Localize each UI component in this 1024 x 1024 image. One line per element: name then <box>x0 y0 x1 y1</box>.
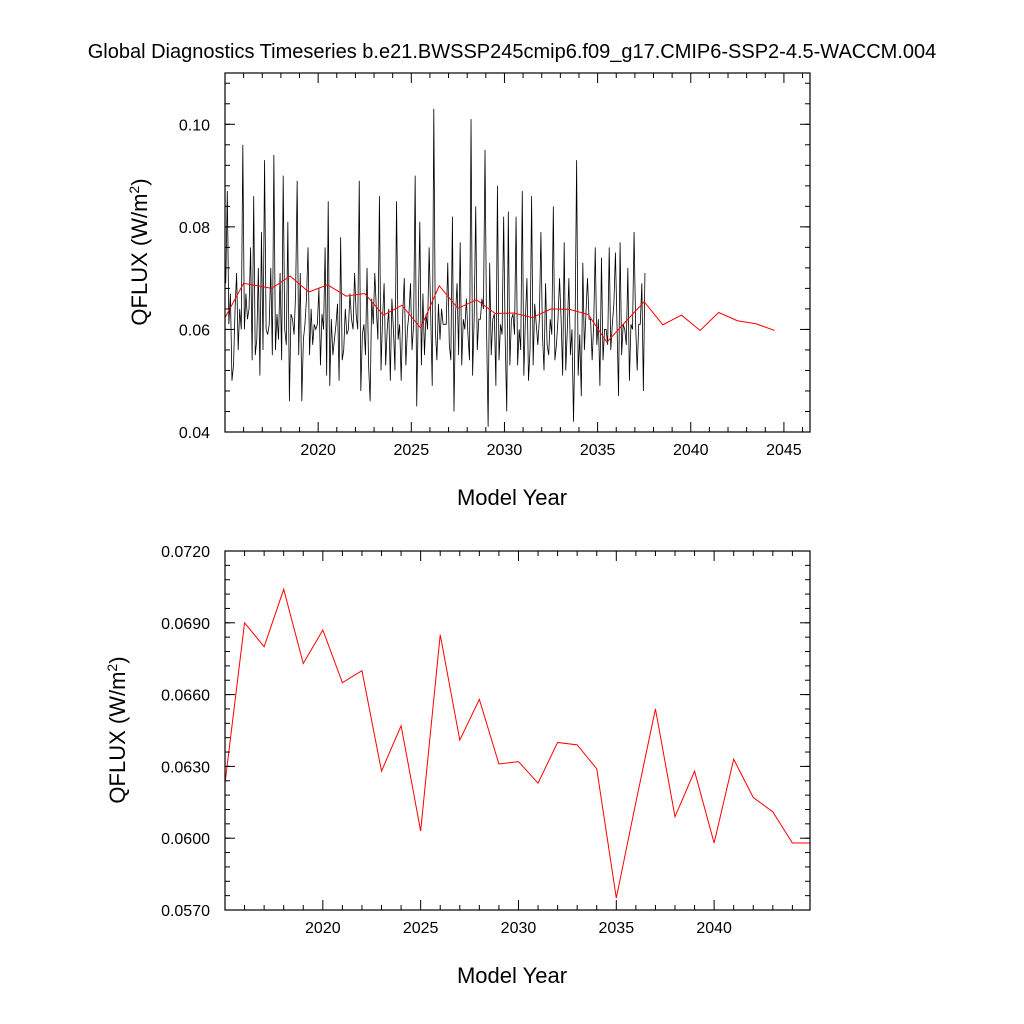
x-tick-label: 2040 <box>673 442 709 459</box>
y-tick-label: 0.0600 <box>161 831 210 848</box>
x-tick-label: 2040 <box>696 920 732 937</box>
x-tick-label: 2035 <box>599 920 635 937</box>
x-tick-label: 2025 <box>403 920 439 937</box>
x-tick-label: 2030 <box>501 920 537 937</box>
y-tick-label: 0.06 <box>179 322 210 339</box>
series-line-monthly <box>225 108 646 427</box>
x-tick-label: 2020 <box>300 442 336 459</box>
y-tick-label: 0.0720 <box>161 544 210 561</box>
y-tick-label: 0.0690 <box>161 616 210 633</box>
figure-title: Global Diagnostics Timeseries b.e21.BWSS… <box>88 41 937 63</box>
y-axis-label: QFLUX (W/m2) <box>126 178 152 325</box>
plot-frame <box>224 550 811 911</box>
x-axis-label: Model Year <box>457 485 567 510</box>
annual-mean-plot: 2020 2025 2030 2035 2040 0.0570 0.0600 0.0630 0.… <box>104 544 811 988</box>
y-tick-label: 0.0570 <box>161 903 210 920</box>
series-line-annual-mean <box>224 587 810 899</box>
x-axis-label: Model Year <box>457 963 567 988</box>
x-tick-label: 2025 <box>394 442 430 459</box>
x-tick-label: 2030 <box>487 442 523 459</box>
y-axis-label: QFLUX (W/m2) <box>104 656 130 803</box>
y-tick-label: 0.10 <box>179 117 210 134</box>
x-tick-label: 2045 <box>766 442 802 459</box>
y-tick-label: 0.08 <box>179 220 210 237</box>
plot-marks <box>224 108 775 427</box>
axis-ticks: 2020 2025 2030 2035 2040 2045 0.04 0.06 0.08 0.10 <box>179 73 810 459</box>
plot-marks <box>224 587 810 899</box>
x-tick-label: 2035 <box>580 442 616 459</box>
axis-ticks: 2020 2025 2030 2035 2040 0.0570 0.0600 0.0630 0.… <box>161 544 810 937</box>
plot-frame <box>224 72 811 433</box>
series-line-annual-mean <box>224 275 775 344</box>
y-tick-label: 0.0630 <box>161 759 210 776</box>
monthly-timeseries-plot: 2020 2025 2030 2035 2040 2045 0.04 0.06 0.08 0.10… <box>126 72 811 510</box>
y-tick-label: 0.0660 <box>161 688 210 705</box>
y-tick-label: 0.04 <box>179 425 210 442</box>
x-tick-label: 2020 <box>305 920 341 937</box>
